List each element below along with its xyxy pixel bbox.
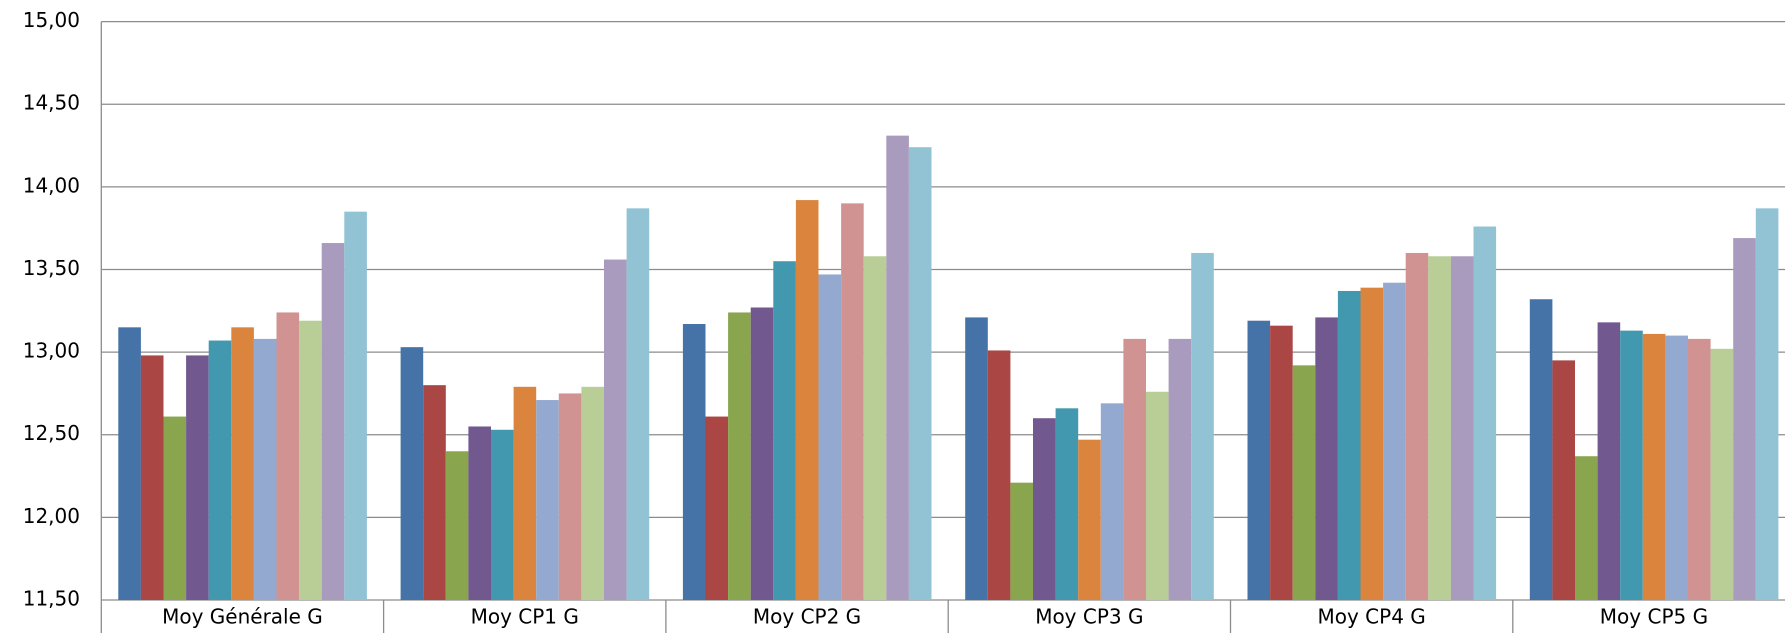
bar xyxy=(818,274,842,600)
bar xyxy=(1292,365,1316,600)
bar xyxy=(1473,226,1497,600)
bar xyxy=(231,327,254,600)
bar xyxy=(118,327,141,600)
y-tick-label: 14,50 xyxy=(23,91,80,115)
x-tick-label: Moy CP5 G xyxy=(1600,605,1708,629)
bar xyxy=(728,312,751,600)
bar xyxy=(186,355,209,600)
bar xyxy=(1360,287,1384,600)
bar xyxy=(1383,282,1406,600)
bar xyxy=(1733,238,1756,600)
bar xyxy=(1688,338,1711,600)
bar xyxy=(1033,418,1056,600)
bar xyxy=(1405,252,1429,600)
y-tick-label: 12,50 xyxy=(23,421,80,445)
bar xyxy=(1146,391,1169,600)
bar xyxy=(1010,482,1033,600)
bar xyxy=(536,400,559,600)
bar xyxy=(1450,256,1474,600)
y-tick-label: 13,00 xyxy=(23,339,80,363)
bar xyxy=(1710,348,1734,600)
x-tick-label: Moy CP1 G xyxy=(471,605,579,629)
bar xyxy=(908,147,932,600)
bar xyxy=(841,203,864,600)
y-tick-label: 13,50 xyxy=(23,256,80,280)
bar xyxy=(1620,330,1643,600)
bar xyxy=(1755,208,1779,600)
bar xyxy=(1247,320,1271,600)
bar xyxy=(1337,290,1361,600)
bar xyxy=(863,256,887,600)
bar xyxy=(581,386,604,600)
y-tick-label: 14,00 xyxy=(23,173,80,197)
bar xyxy=(140,355,164,600)
bar xyxy=(1642,333,1666,600)
bar xyxy=(1191,252,1214,600)
bar xyxy=(1552,360,1575,600)
bar xyxy=(423,385,446,600)
bar xyxy=(604,259,627,600)
bar xyxy=(795,200,819,601)
bar xyxy=(1168,338,1192,600)
bar xyxy=(299,320,322,600)
bar xyxy=(965,317,988,600)
x-tick-label: Moy Générale G xyxy=(162,605,323,629)
y-tick-label: 11,50 xyxy=(23,587,80,611)
bar xyxy=(1315,317,1338,600)
bar xyxy=(1575,456,1598,600)
bar xyxy=(1597,322,1621,600)
bar xyxy=(773,261,796,600)
bar xyxy=(344,211,367,600)
x-tick-label: Moy CP4 G xyxy=(1318,605,1426,629)
bar xyxy=(491,429,514,600)
bar xyxy=(208,340,232,600)
bar xyxy=(1665,335,1688,600)
bar xyxy=(468,426,491,600)
bar xyxy=(513,386,537,600)
y-tick-label: 15,00 xyxy=(23,8,80,32)
bar xyxy=(705,416,729,600)
bar xyxy=(626,208,650,600)
y-tick-label: 12,00 xyxy=(23,504,80,528)
x-tick-label: Moy CP3 G xyxy=(1035,605,1143,629)
bar xyxy=(886,135,909,600)
bar xyxy=(276,312,300,600)
bar xyxy=(987,350,1011,600)
bar xyxy=(321,243,345,601)
x-tick-label: Moy CP2 G xyxy=(753,605,861,629)
bar xyxy=(1529,299,1553,600)
bar xyxy=(1100,403,1124,600)
bar xyxy=(445,451,469,600)
bar xyxy=(1123,338,1146,600)
bar xyxy=(1270,325,1293,600)
bar xyxy=(1428,256,1451,600)
bar xyxy=(1078,439,1101,600)
bar xyxy=(682,324,706,600)
bar xyxy=(558,393,582,600)
bar xyxy=(750,307,774,600)
bar xyxy=(253,338,277,600)
bar xyxy=(400,347,424,600)
bar xyxy=(1055,408,1079,600)
bar xyxy=(163,416,187,600)
